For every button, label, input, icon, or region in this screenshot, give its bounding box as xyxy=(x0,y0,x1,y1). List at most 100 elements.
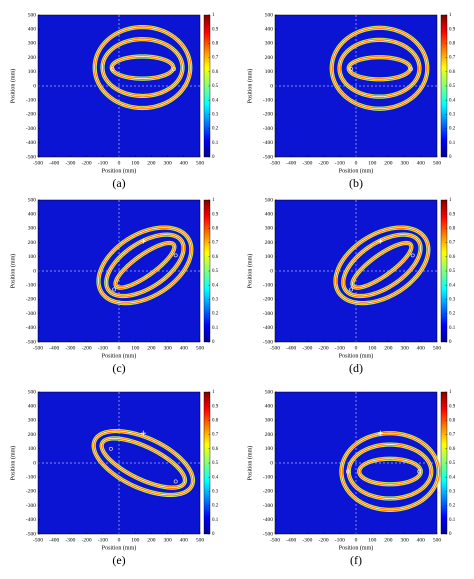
x-tick-label: -300 xyxy=(65,537,75,543)
y-axis-label: Position (mm) xyxy=(246,254,253,289)
x-tick-label: -400 xyxy=(49,345,59,351)
colorbar-tick-label: 0.9 xyxy=(212,404,219,409)
x-axis-label: Position (mm) xyxy=(102,167,137,174)
colorbar-tick-label: 0.1 xyxy=(212,141,219,146)
ring xyxy=(348,444,432,499)
x-tick-label: 300 xyxy=(163,345,172,351)
colorbar-tick-label: 0 xyxy=(449,532,452,537)
x-tick-label: 500 xyxy=(196,537,205,543)
colorbar-tick-label: 0.4 xyxy=(449,283,456,288)
x-tick-label: -100 xyxy=(335,160,345,166)
x-tick-label: -200 xyxy=(319,160,329,166)
y-tick-label: 100 xyxy=(28,254,37,260)
marker-plus xyxy=(377,238,383,244)
x-tick-label: 400 xyxy=(180,160,189,166)
x-tick-label: 500 xyxy=(433,160,442,166)
x-axis-label: Position (mm) xyxy=(339,544,374,551)
y-tick-label: 300 xyxy=(28,226,37,232)
x-tick-label: 0 xyxy=(118,537,121,543)
x-tick-label: -500 xyxy=(33,345,43,351)
colorbar-tick-label: 0.3 xyxy=(212,298,219,303)
y-tick-label: 400 xyxy=(265,26,274,32)
panel-caption: (b) xyxy=(349,176,363,190)
colorbar-tick-label: 1 xyxy=(449,198,452,203)
ring xyxy=(115,242,175,289)
x-tick-label: 300 xyxy=(163,537,172,543)
ring xyxy=(93,430,194,496)
colorbar-tick-label: 0.7 xyxy=(212,241,219,246)
colorbar-tick-label: 0.5 xyxy=(449,84,456,89)
y-tick-label: -400 xyxy=(263,325,273,331)
marker xyxy=(349,67,354,71)
colorbar-tick-label: 0.9 xyxy=(212,212,219,217)
colorbar-tick-label: 0 xyxy=(212,532,215,537)
y-axis-label: Position (mm) xyxy=(9,254,16,289)
x-tick-label: 100 xyxy=(368,345,377,351)
y-tick-label: -100 xyxy=(26,474,36,480)
colorbar-tick-label: 0.6 xyxy=(212,447,219,452)
colorbar-tick-label: 0.6 xyxy=(449,70,456,75)
y-tick-label: 400 xyxy=(28,26,37,32)
x-tick-label: -500 xyxy=(33,160,43,166)
ring xyxy=(102,38,183,97)
ring xyxy=(352,242,412,289)
y-tick-label: 500 xyxy=(28,389,37,395)
ring xyxy=(101,437,186,489)
marker-plus xyxy=(140,238,146,244)
x-tick-label: -100 xyxy=(335,345,345,351)
y-tick-label: -400 xyxy=(26,325,36,331)
ring xyxy=(341,432,440,511)
y-tick-label: 0 xyxy=(270,268,273,274)
x-tick-label: 200 xyxy=(384,537,393,543)
x-tick-label: 0 xyxy=(118,345,121,351)
ring xyxy=(331,27,428,110)
y-tick-label: -200 xyxy=(26,489,36,495)
ring xyxy=(348,56,411,80)
colorbar-tick-label: 0.1 xyxy=(212,518,219,523)
colorbar-tick-label: 0.4 xyxy=(212,475,219,480)
y-tick-label: -200 xyxy=(26,297,36,303)
colorbar-tick-label: 0.2 xyxy=(212,312,219,317)
x-tick-label: 500 xyxy=(433,345,442,351)
marker xyxy=(110,67,115,71)
y-tick-label: -200 xyxy=(263,489,273,495)
panel: -500 -400 -300 -200 -100 0 100 200 300 400 500-500… xyxy=(246,12,455,189)
x-axis-label: Position (mm) xyxy=(339,352,374,359)
x-tick-label: 100 xyxy=(131,537,140,543)
y-tick-label: -500 xyxy=(26,339,36,345)
colorbar-tick-label: 0.9 xyxy=(212,27,219,32)
x-tick-label: 300 xyxy=(400,537,409,543)
x-tick-label: -500 xyxy=(270,160,280,166)
panel-caption: (c) xyxy=(112,361,125,375)
y-tick-label: 400 xyxy=(28,211,37,217)
colorbar-tick-label: 0.2 xyxy=(449,504,456,509)
colorbar-tick-label: 0.7 xyxy=(212,433,219,438)
y-tick-label: 200 xyxy=(265,55,274,61)
colorbar-tick-label: 0 xyxy=(449,155,452,160)
y-tick-label: 300 xyxy=(265,418,274,424)
marker xyxy=(349,287,354,292)
marker xyxy=(345,469,350,474)
marker xyxy=(109,446,113,451)
colorbar-tick-label: 0.3 xyxy=(449,490,456,495)
colorbar-tick-label: 0.3 xyxy=(212,490,219,495)
x-tick-label: -300 xyxy=(302,160,312,166)
x-tick-label: 100 xyxy=(131,160,140,166)
colorbar-tick-label: 1 xyxy=(449,390,452,395)
panel: -500 -400 -300 -200 -100 0 100 200 300 400 500-500… xyxy=(9,389,218,566)
ring xyxy=(105,234,184,297)
colorbar-tick-label: 0.2 xyxy=(449,312,456,317)
y-tick-label: 200 xyxy=(28,55,37,61)
colorbar-tick-label: 0.3 xyxy=(212,113,219,118)
marker xyxy=(173,253,178,258)
x-tick-label: 0 xyxy=(355,345,358,351)
y-tick-label: 300 xyxy=(28,41,37,47)
x-tick-label: 400 xyxy=(180,345,189,351)
x-tick-label: -500 xyxy=(270,537,280,543)
colorbar-tick-label: 0.6 xyxy=(212,255,219,260)
y-tick-label: 500 xyxy=(28,12,37,18)
panel-caption: (d) xyxy=(349,361,363,375)
y-tick-label: 200 xyxy=(28,432,37,438)
y-tick-label: -500 xyxy=(26,154,36,160)
